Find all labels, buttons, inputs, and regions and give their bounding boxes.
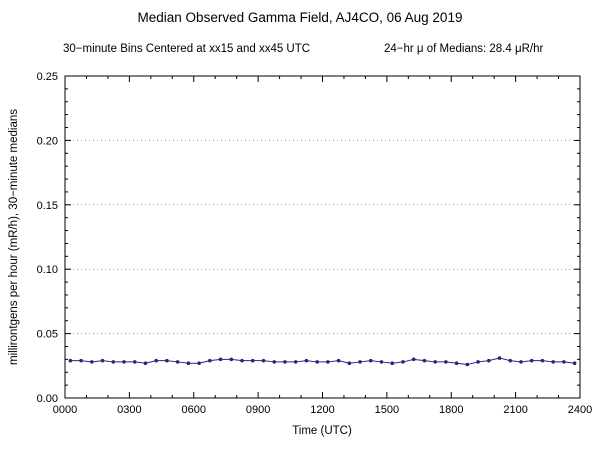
data-point — [283, 360, 287, 364]
data-point — [401, 360, 405, 364]
data-point — [186, 361, 191, 366]
y-tick-label: 0.05 — [37, 329, 58, 341]
data-point — [368, 358, 373, 363]
data-point — [111, 360, 116, 364]
data-point — [143, 361, 148, 366]
data-point — [272, 360, 277, 364]
x-tick-label: 2400 — [568, 404, 592, 416]
data-point — [519, 360, 523, 364]
data-point — [122, 360, 126, 364]
data-point — [261, 358, 266, 363]
chart-subtitle-bins: 30−minute Bins Centered at xx15 and xx45… — [63, 43, 310, 55]
data-point — [411, 357, 416, 362]
data-point — [208, 358, 212, 363]
data-point — [336, 358, 341, 363]
data-point — [229, 357, 234, 362]
x-tick-label: 0600 — [182, 404, 206, 416]
data-point — [454, 361, 459, 366]
data-point — [165, 358, 169, 363]
data-point — [250, 358, 255, 363]
data-point — [390, 361, 395, 366]
y-tick-label: 0.25 — [37, 71, 58, 83]
data-point — [218, 357, 223, 362]
y-axis-label: millirontgens per hour (mR/h), 30−minute… — [8, 109, 20, 365]
plot-frame — [64, 75, 581, 399]
x-tick-label: 0900 — [246, 404, 270, 416]
data-point — [572, 361, 577, 366]
x-axis-label: Time (UTC) — [292, 425, 352, 437]
data-point — [562, 360, 566, 364]
chart-subtitle-mean: 24−hr μ of Medians: 28.4 μR/hr — [384, 43, 543, 55]
y-tick-label: 0.00 — [37, 393, 58, 405]
data-point — [68, 358, 73, 363]
x-tick-label: 0300 — [117, 404, 141, 416]
x-tick-label: 1200 — [310, 404, 334, 416]
data-point — [422, 358, 427, 363]
data-point — [551, 360, 555, 364]
data-point — [304, 358, 309, 363]
data-point — [315, 360, 319, 364]
data-point — [529, 358, 534, 363]
data-point — [326, 360, 330, 364]
y-tick-label: 0.15 — [37, 200, 58, 212]
data-point — [240, 358, 244, 363]
y-tick-label: 0.10 — [37, 264, 58, 276]
plot-body: 0000 0300 0600 0900 1200 1500 1800 2100 2400 0.00… — [37, 71, 593, 416]
data-point — [79, 358, 83, 363]
data-point — [132, 360, 137, 364]
data-point — [90, 360, 94, 364]
data-point — [197, 361, 201, 366]
data-point — [465, 362, 470, 367]
data-point — [433, 360, 437, 364]
data-point — [487, 358, 491, 363]
x-tick-label: 1800 — [439, 404, 463, 416]
data-point — [358, 360, 362, 364]
data-point — [508, 358, 513, 363]
data-point — [347, 361, 352, 366]
x-tick-label: 0000 — [53, 404, 77, 416]
y-tick-label: 0.20 — [37, 135, 58, 147]
x-tick-label: 1500 — [375, 404, 399, 416]
data-point — [540, 358, 545, 363]
data-point — [175, 360, 180, 364]
data-point — [100, 358, 105, 363]
chart-title: Median Observed Gamma Field, AJ4CO, 06 A… — [138, 10, 463, 25]
data-point — [476, 360, 480, 364]
data-point — [497, 356, 502, 360]
data-point — [444, 360, 448, 364]
data-line — [70, 357, 575, 366]
data-point — [154, 358, 158, 363]
x-tick-label: 2100 — [503, 404, 527, 416]
data-point — [293, 360, 298, 364]
data-point — [379, 360, 384, 364]
